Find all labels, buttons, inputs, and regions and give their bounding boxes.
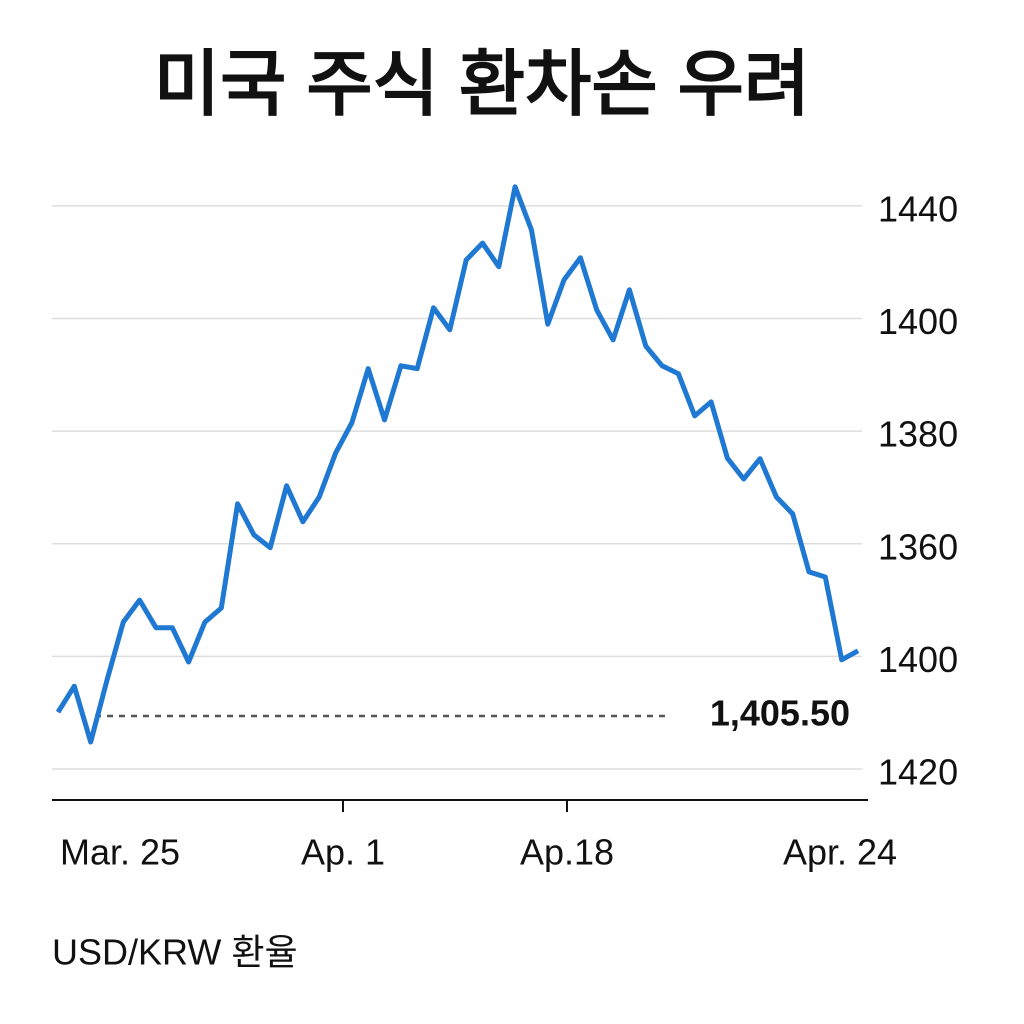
y-tick-label: 1360 xyxy=(878,526,958,567)
y-tick-label: 1400 xyxy=(878,639,958,680)
x-tick-label: Apr. 24 xyxy=(783,832,897,873)
y-tick-label: 1400 xyxy=(878,301,958,342)
line xyxy=(55,184,860,745)
annotation: 1,405.50 xyxy=(710,693,850,734)
y-tick-label: 1440 xyxy=(878,188,958,229)
caption: USD/KRW 환율 xyxy=(52,932,298,973)
x-tick-label: Ap.18 xyxy=(520,832,614,873)
y-tick-label: 1420 xyxy=(878,752,958,793)
x-tick-label: Ap. 1 xyxy=(301,832,385,873)
y-tick-label: 1380 xyxy=(878,414,958,455)
chart-title: 미국 주식 환차손 우려 xyxy=(154,45,810,125)
x-tick-label: Mar. 25 xyxy=(60,832,180,873)
